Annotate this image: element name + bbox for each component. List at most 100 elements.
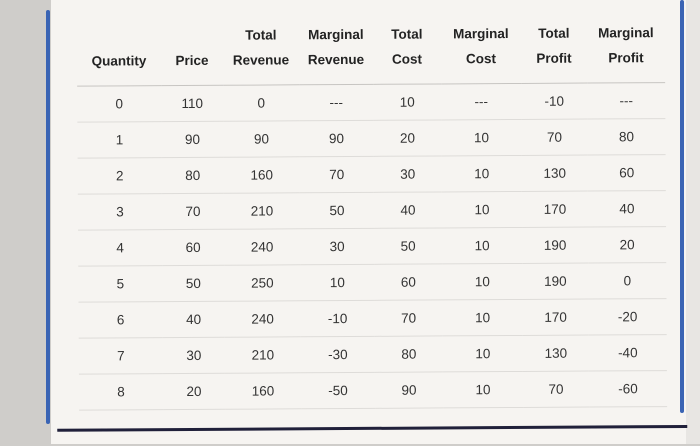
column-header-line: Total: [538, 25, 570, 41]
table-cell: 10: [473, 130, 490, 146]
table-cell: 240: [251, 311, 274, 327]
table-cell: 170: [543, 201, 567, 217]
table-cell: 90: [401, 382, 417, 398]
table-cell: 70: [329, 167, 345, 183]
column-header: Total Revenue: [223, 22, 299, 85]
table-cell: 7: [117, 348, 125, 364]
table-cell: 10: [475, 382, 491, 398]
column-header-line: Marginal: [598, 25, 654, 41]
table-row: 1 90 90 90 20 10 70 80: [77, 118, 666, 159]
column-header-line: Quantity: [91, 53, 147, 69]
table-cell: 10: [329, 275, 345, 291]
table-cell: 70: [185, 203, 201, 220]
bottom-dark-rule: [57, 424, 688, 432]
table-cell: 5: [116, 276, 125, 292]
table-cell: 10: [475, 346, 491, 362]
table-cell: ---: [474, 94, 489, 110]
table-cell: -30: [327, 347, 348, 363]
table-cell: -60: [618, 381, 638, 397]
table-cell: 130: [544, 345, 568, 361]
table-cell: 250: [251, 275, 274, 291]
column-header-line: Revenue: [307, 51, 365, 68]
table-cell: 80: [401, 346, 417, 362]
table-row: 3 70 210 50 40 10 170 40: [77, 190, 667, 231]
table-cell: 160: [251, 383, 275, 399]
table-cell: 70: [546, 129, 563, 145]
column-header-line: Total: [245, 27, 277, 43]
table-cell: 40: [400, 202, 416, 218]
table-cell: 20: [186, 383, 202, 400]
table-cell: 30: [329, 239, 345, 255]
table-cell: 210: [250, 203, 274, 219]
column-header: Marginal Revenue: [299, 22, 373, 85]
table-cell: 80: [618, 129, 635, 145]
table-cell: 2: [115, 168, 124, 184]
table-cell: 160: [250, 167, 274, 183]
table-cell: 40: [619, 201, 635, 217]
table-cell: 30: [400, 166, 416, 182]
table-cell: 90: [328, 131, 345, 147]
table-cell: 10: [474, 238, 490, 254]
table-cell: 4: [116, 240, 124, 256]
table-cell: -40: [617, 345, 638, 361]
table-cell: ---: [329, 95, 344, 111]
table-cell: -10: [544, 93, 565, 109]
table-body: 0 110 0 --- 10 --- -10 --- 1 90 90 90 20 10 70 80 2 80 160…: [77, 82, 668, 411]
table-cell: 240: [250, 239, 274, 255]
table-row: 7 30 210 -30 80 10 130 -40: [78, 334, 667, 375]
table-cell: 50: [329, 203, 345, 219]
column-header: Marginal Profit: [587, 20, 665, 83]
column-header-line: Marginal: [453, 26, 509, 42]
column-header: Marginal Cost: [441, 21, 521, 84]
table-cell: -20: [617, 309, 638, 325]
column-header-line: Profit: [536, 50, 572, 66]
data-table: Quantity Price Total Revenue Marginal Revenue…: [76, 20, 668, 411]
table-cell: -10: [327, 311, 348, 327]
column-header: Quantity: [77, 23, 161, 86]
table-cell: 50: [185, 275, 201, 292]
table-cell: 3: [116, 204, 124, 220]
column-header-line: Price: [175, 52, 209, 69]
right-edge-shade: [686, 0, 700, 444]
table-cell: 60: [400, 274, 416, 290]
table-cell: 170: [544, 309, 567, 325]
column-header: Price: [161, 23, 223, 86]
right-blue-rule: [680, 0, 684, 413]
table-panel: [51, 0, 700, 444]
column-header: Total Cost: [373, 21, 441, 84]
table-row: 5 50 250 10 60 10 190 0: [78, 262, 667, 303]
column-header-line: Profit: [608, 50, 644, 66]
table-cell: 60: [619, 165, 635, 181]
table-cell: 6: [116, 312, 125, 328]
table-row: 4 60 240 30 50 10 190 20: [78, 226, 667, 267]
table-cell: 0: [115, 96, 124, 112]
table-cell: 10: [475, 310, 491, 326]
table-cell: -50: [328, 383, 348, 399]
table-cell: 10: [474, 202, 490, 218]
table-cell: 70: [548, 381, 564, 397]
column-header-line: Revenue: [232, 52, 290, 68]
table-cell: 10: [474, 166, 490, 182]
table-cell: 0: [257, 95, 266, 111]
table-row: 8 20 160 -50 90 10 70 -60: [78, 370, 668, 411]
column-header: Total Profit: [521, 21, 587, 84]
table-cell: 190: [543, 237, 567, 253]
table-row: 2 80 160 70 30 10 130 60: [77, 154, 666, 195]
table-cell: 70: [401, 310, 417, 326]
column-header-line: Marginal: [308, 26, 364, 43]
table-cell: 10: [399, 94, 415, 110]
column-header-line: Cost: [391, 51, 423, 67]
left-blue-rule: [46, 10, 50, 424]
table-cell: 1: [115, 132, 124, 148]
table-cell: 20: [619, 237, 635, 253]
table-cell: 30: [186, 347, 202, 364]
table-cell: 20: [399, 130, 416, 146]
table-cell: 10: [474, 274, 490, 290]
table-cell: 90: [253, 131, 270, 147]
table-header: Quantity Price Total Revenue Marginal Revenue…: [76, 20, 666, 87]
table-cell: 50: [400, 238, 416, 254]
table-cell: 80: [185, 167, 201, 184]
table-cell: 60: [185, 239, 201, 256]
